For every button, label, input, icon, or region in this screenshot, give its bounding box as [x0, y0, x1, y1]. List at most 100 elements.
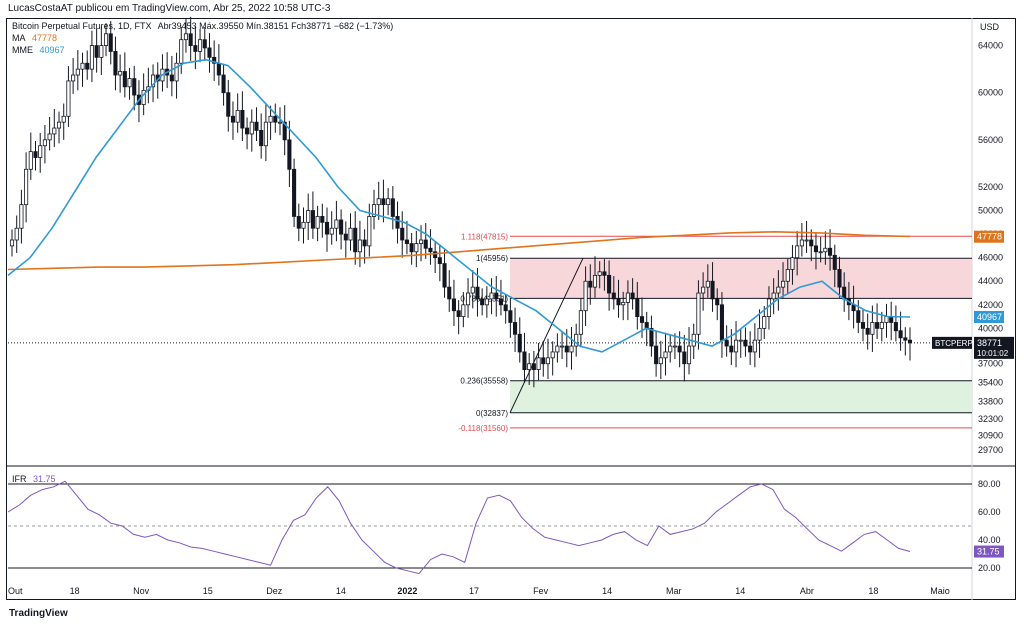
candle-body: [668, 345, 673, 353]
candle-body: [875, 322, 880, 329]
candle-body: [625, 292, 630, 303]
candle-body: [216, 62, 221, 76]
ma-label: MA: [12, 33, 26, 43]
ifr-legend[interactable]: IFR 31.75: [12, 474, 60, 484]
candle-body: [870, 322, 875, 335]
candle-body: [329, 227, 334, 235]
candle-body: [362, 239, 367, 247]
candle-body: [423, 239, 428, 249]
candle-body: [339, 219, 344, 235]
candle-body: [616, 298, 621, 306]
candle-body: [296, 216, 301, 229]
candle-body: [390, 198, 395, 217]
publisher-bar: LucasCostaAT publicou em TradingView.com…: [0, 0, 1024, 18]
tradingview-logo[interactable]: TradingView: [9, 608, 68, 619]
candle-body: [776, 286, 781, 294]
candle-body: [400, 227, 405, 241]
time-axis-label: 14: [602, 586, 612, 596]
candle-body: [588, 280, 593, 288]
candle-body: [103, 33, 109, 46]
candle-body: [649, 327, 654, 347]
mme-price-badge-bg: [974, 310, 1004, 323]
candle-body: [621, 302, 626, 306]
price-tick-label: 29700: [978, 445, 1003, 455]
candle-body: [724, 339, 729, 347]
candle-body: [837, 269, 842, 288]
candle-body: [635, 298, 640, 317]
candle-body: [376, 198, 381, 206]
attribution-text: LucasCostaAT publicou em TradingView.com…: [8, 3, 331, 14]
mme-legend[interactable]: MME 40967: [12, 45, 69, 55]
candle-body: [9, 239, 15, 247]
candle-body: [127, 78, 132, 88]
price-tick-label: 30900: [978, 431, 1003, 441]
candle-body: [193, 45, 198, 52]
ma-price-badge-bg: [974, 230, 1004, 243]
candle-body: [282, 121, 287, 141]
time-axis-label: 18: [868, 586, 878, 596]
candle-body: [122, 71, 127, 88]
candle-body: [324, 221, 330, 235]
candle-body: [240, 109, 245, 129]
candle-body: [785, 269, 790, 282]
fib-lower-zone: [510, 380, 972, 413]
candle-body: [498, 298, 504, 306]
time-axis-label: Nov: [133, 586, 150, 596]
candle-body: [828, 247, 833, 256]
candle-body: [903, 337, 908, 341]
candle-body: [447, 286, 452, 300]
fib-level-label: -0.118(31560): [458, 424, 508, 433]
candle-body: [381, 198, 386, 206]
candle-body: [856, 310, 861, 323]
candle-body: [353, 227, 358, 253]
chart-frame: [6, 18, 1016, 600]
candle-body: [630, 292, 635, 300]
candle-body: [527, 363, 532, 371]
candle-body: [672, 345, 677, 348]
candle-body: [738, 339, 743, 342]
candle-body: [47, 133, 52, 141]
candle-body: [480, 298, 485, 306]
candle-body: [898, 330, 903, 339]
candle-body: [494, 292, 499, 300]
last-price-badge: 38771: [977, 338, 1002, 348]
candle-body: [94, 45, 99, 58]
price-tick-label: 35400: [978, 378, 1003, 388]
candle-body: [28, 151, 33, 170]
time-axis-label: 15: [203, 586, 213, 596]
candle-body: [757, 327, 762, 341]
candle-body: [560, 345, 565, 348]
mme-value: 40967: [39, 45, 65, 55]
candle-body: [461, 304, 466, 317]
candle-body: [442, 263, 447, 288]
candle-body: [24, 168, 29, 206]
candle-body: [235, 109, 240, 123]
candle-body: [226, 92, 231, 117]
currency-label[interactable]: USD: [980, 22, 1000, 32]
candle-body: [682, 351, 687, 365]
candle-body: [715, 298, 720, 306]
ifr-value: 31.75: [33, 474, 56, 484]
candle-body: [729, 345, 734, 353]
rsi-tick-label: 60.00: [978, 507, 1001, 517]
candle-body: [686, 345, 692, 365]
candle-body: [710, 280, 715, 300]
ifr-badge-bg: [974, 545, 1004, 558]
footer-bar: TradingView: [0, 604, 1024, 624]
candle-body: [860, 322, 866, 329]
fib-level-label: 0.786(42551): [460, 294, 508, 303]
candle-body: [268, 115, 273, 123]
candle-body: [574, 333, 579, 347]
price-tick-label: 56000: [978, 135, 1003, 145]
price-tick-label: 42000: [978, 300, 1003, 310]
price-tick-label: 44000: [978, 276, 1003, 286]
time-axis-label: Mar: [666, 586, 682, 596]
candle-body: [277, 121, 283, 124]
time-axis-label: 14: [735, 586, 745, 596]
ma-legend[interactable]: MA 47778: [12, 33, 61, 43]
candle-body: [663, 351, 668, 359]
candle-body: [451, 298, 456, 312]
symbol-title[interactable]: Bitcoin Perpetual Futures, 1D, FTX: [12, 21, 152, 31]
candle-body: [249, 121, 254, 135]
